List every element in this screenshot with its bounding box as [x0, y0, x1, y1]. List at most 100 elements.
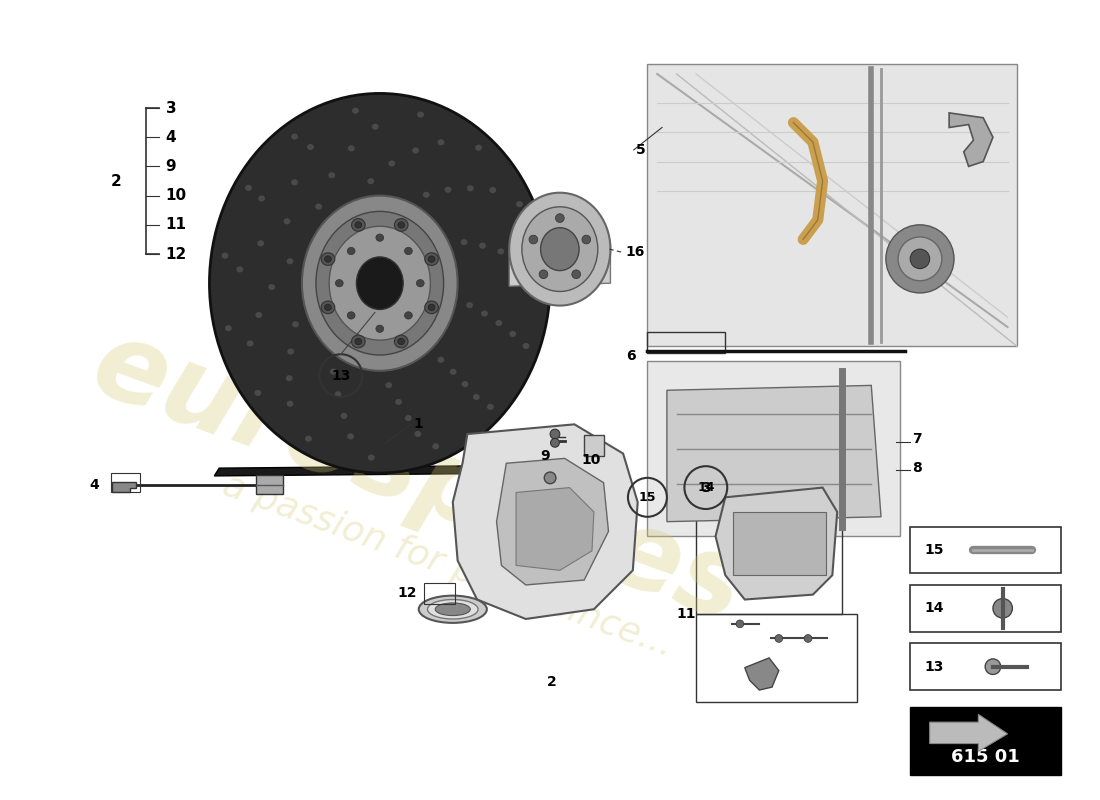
Text: 16: 16	[625, 245, 645, 259]
Ellipse shape	[398, 222, 405, 228]
FancyBboxPatch shape	[648, 64, 1018, 346]
Ellipse shape	[301, 196, 458, 371]
Ellipse shape	[385, 382, 393, 388]
Ellipse shape	[804, 634, 812, 642]
Ellipse shape	[352, 335, 365, 348]
Ellipse shape	[395, 335, 408, 348]
Ellipse shape	[451, 295, 458, 302]
Ellipse shape	[355, 338, 362, 345]
Ellipse shape	[398, 338, 405, 345]
Text: 10: 10	[581, 454, 601, 467]
Ellipse shape	[475, 145, 482, 150]
Ellipse shape	[376, 234, 384, 242]
Ellipse shape	[246, 340, 253, 346]
Ellipse shape	[450, 369, 456, 375]
Ellipse shape	[419, 596, 487, 623]
Ellipse shape	[257, 240, 264, 246]
Ellipse shape	[307, 144, 314, 150]
Ellipse shape	[412, 147, 419, 154]
Ellipse shape	[352, 108, 359, 114]
Ellipse shape	[356, 257, 403, 310]
Polygon shape	[516, 487, 594, 570]
FancyBboxPatch shape	[733, 512, 825, 575]
Ellipse shape	[255, 312, 262, 318]
Ellipse shape	[254, 390, 262, 396]
Ellipse shape	[334, 391, 341, 398]
Ellipse shape	[986, 659, 1001, 674]
Polygon shape	[745, 658, 779, 690]
Ellipse shape	[341, 413, 348, 419]
Ellipse shape	[521, 207, 597, 291]
Ellipse shape	[236, 266, 243, 273]
Text: 15: 15	[925, 543, 944, 557]
FancyBboxPatch shape	[584, 435, 604, 457]
Polygon shape	[949, 113, 993, 166]
Ellipse shape	[529, 235, 538, 244]
Ellipse shape	[317, 271, 324, 277]
Ellipse shape	[316, 211, 443, 355]
Polygon shape	[667, 386, 881, 522]
Ellipse shape	[292, 179, 298, 186]
Ellipse shape	[910, 249, 930, 269]
Ellipse shape	[286, 375, 293, 382]
Text: 13: 13	[925, 660, 944, 674]
Ellipse shape	[442, 238, 449, 244]
Ellipse shape	[385, 214, 392, 221]
Ellipse shape	[539, 270, 548, 278]
Ellipse shape	[736, 620, 744, 628]
Ellipse shape	[544, 472, 556, 484]
Ellipse shape	[466, 302, 473, 308]
Ellipse shape	[348, 312, 355, 319]
Text: 9: 9	[540, 450, 550, 463]
Ellipse shape	[301, 294, 308, 301]
Ellipse shape	[226, 325, 232, 331]
Text: 12: 12	[397, 586, 417, 600]
Ellipse shape	[582, 235, 591, 244]
Ellipse shape	[324, 304, 331, 310]
Text: 5: 5	[636, 143, 646, 157]
Ellipse shape	[221, 253, 229, 258]
Ellipse shape	[509, 193, 610, 306]
Ellipse shape	[268, 284, 275, 290]
Ellipse shape	[348, 146, 354, 151]
Ellipse shape	[432, 443, 439, 450]
Text: 4: 4	[166, 130, 176, 145]
Ellipse shape	[495, 320, 503, 326]
Polygon shape	[509, 244, 610, 286]
Ellipse shape	[481, 310, 488, 317]
Ellipse shape	[395, 218, 408, 231]
Ellipse shape	[417, 111, 424, 118]
Ellipse shape	[284, 218, 290, 224]
Ellipse shape	[367, 454, 375, 461]
Ellipse shape	[336, 279, 343, 287]
Ellipse shape	[462, 381, 469, 387]
Ellipse shape	[330, 369, 337, 374]
Text: 9: 9	[166, 159, 176, 174]
Ellipse shape	[321, 301, 334, 314]
Text: 11: 11	[166, 218, 187, 232]
Ellipse shape	[321, 253, 334, 266]
Ellipse shape	[461, 239, 468, 246]
Ellipse shape	[993, 598, 1012, 618]
Ellipse shape	[352, 218, 365, 231]
Text: 13: 13	[331, 369, 351, 382]
Ellipse shape	[438, 139, 444, 146]
Ellipse shape	[532, 271, 540, 278]
Ellipse shape	[329, 172, 336, 178]
Ellipse shape	[540, 228, 579, 270]
Polygon shape	[453, 424, 638, 619]
Ellipse shape	[550, 429, 560, 439]
Ellipse shape	[209, 94, 550, 473]
Ellipse shape	[329, 226, 430, 340]
Ellipse shape	[287, 349, 294, 354]
Ellipse shape	[509, 331, 516, 337]
Ellipse shape	[329, 320, 336, 326]
Ellipse shape	[395, 399, 402, 405]
Text: 7: 7	[912, 432, 922, 446]
Ellipse shape	[428, 599, 478, 619]
Ellipse shape	[886, 225, 954, 293]
Ellipse shape	[515, 256, 522, 262]
Ellipse shape	[376, 325, 384, 333]
Ellipse shape	[898, 237, 942, 281]
Ellipse shape	[774, 634, 783, 642]
